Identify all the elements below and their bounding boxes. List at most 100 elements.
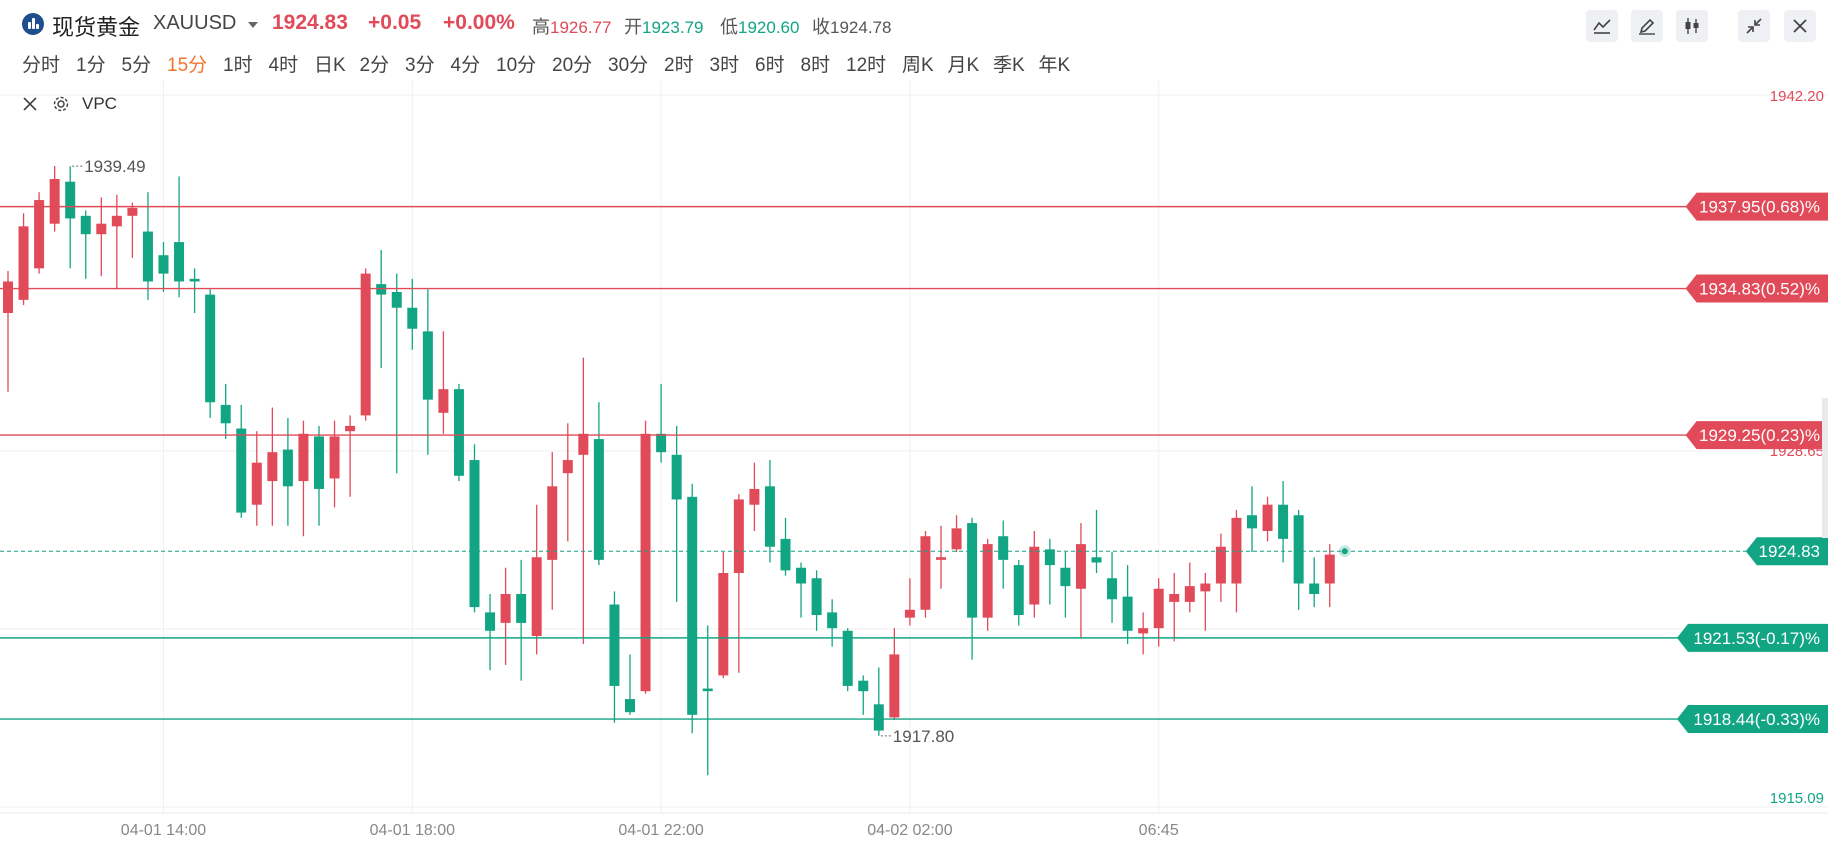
high-label: 高 xyxy=(532,17,550,37)
candle-body xyxy=(1169,594,1180,602)
candle-body xyxy=(189,278,200,282)
candle-body xyxy=(267,452,278,482)
period-tab-13[interactable]: 2时 xyxy=(664,55,694,76)
candle-body xyxy=(780,538,791,571)
high-value: 1926.77 xyxy=(550,18,612,37)
candle-body xyxy=(1293,515,1304,584)
period-tab-8[interactable]: 3分 xyxy=(405,55,435,76)
period-tab-12[interactable]: 30分 xyxy=(608,55,649,76)
candle-body xyxy=(18,226,29,300)
open-label: 开 xyxy=(624,17,642,37)
candle-style-button[interactable] xyxy=(1676,10,1708,42)
chevron-down-icon[interactable] xyxy=(248,22,258,28)
period-tab-6[interactable]: 日K xyxy=(314,55,346,76)
candle-body xyxy=(842,630,853,686)
price-line-label: 1921.53(-0.17)% xyxy=(1693,629,1820,648)
candle-body xyxy=(873,704,884,731)
candle-body xyxy=(1013,565,1024,616)
candle-body xyxy=(1215,546,1226,584)
period-tab-4[interactable]: 1时 xyxy=(223,55,253,76)
candle-body xyxy=(205,294,216,403)
candle-body xyxy=(796,567,807,584)
close-label: 收 xyxy=(812,17,830,37)
candle-body xyxy=(469,460,480,608)
candle-body xyxy=(96,223,107,235)
period-tab-20[interactable]: 季K xyxy=(993,55,1025,76)
candle-body xyxy=(407,307,418,329)
period-tab-2[interactable]: 5分 xyxy=(121,55,152,76)
remove-indicator-icon[interactable] xyxy=(22,96,38,112)
candle-body xyxy=(251,462,262,505)
candle-body xyxy=(1029,546,1040,605)
candle-body xyxy=(438,389,449,413)
period-tab-19[interactable]: 月K xyxy=(947,55,980,76)
period-tab-10[interactable]: 10分 xyxy=(496,55,537,76)
period-tab-0[interactable]: 分时 xyxy=(22,55,61,76)
candle-body xyxy=(1075,544,1086,589)
period-tab-3[interactable]: 15分 xyxy=(167,55,208,76)
candle-body xyxy=(34,200,45,269)
extreme-label: 1939.49 xyxy=(84,157,145,176)
candle-body xyxy=(858,680,869,692)
candle-body xyxy=(453,389,464,476)
chart-type-button[interactable] xyxy=(1586,10,1618,42)
period-tab-1[interactable]: 1分 xyxy=(76,55,106,76)
price-line-label-bg xyxy=(1685,421,1828,450)
candle-body xyxy=(982,544,993,618)
period-tab-17[interactable]: 12时 xyxy=(846,55,887,76)
period-tab-11[interactable]: 20分 xyxy=(552,55,593,76)
price-line-label: 1918.44(-0.33)% xyxy=(1693,710,1820,729)
exit-fullscreen-button[interactable] xyxy=(1738,10,1770,42)
price-line-label-bg xyxy=(1685,274,1828,303)
candle-body xyxy=(904,609,915,618)
candle-body xyxy=(500,594,511,623)
period-tab-15[interactable]: 6时 xyxy=(755,55,785,76)
candle-body xyxy=(1324,554,1335,584)
candle-body xyxy=(1044,549,1055,566)
candle-body xyxy=(345,425,356,432)
candle-body xyxy=(1122,596,1133,631)
price-line-label-bg xyxy=(1685,192,1828,221)
period-tab-9[interactable]: 4分 xyxy=(450,55,481,76)
candle-body xyxy=(1309,583,1320,595)
candle-body xyxy=(376,284,387,295)
side-panel-handle xyxy=(1822,398,1828,538)
line-chart-icon xyxy=(1593,19,1611,34)
period-tab-18[interactable]: 周K xyxy=(902,55,934,76)
x-tick-label: 06:45 xyxy=(1139,822,1179,839)
candle-body xyxy=(422,331,433,400)
period-tab-14[interactable]: 3时 xyxy=(709,55,740,76)
candle-body xyxy=(142,231,153,282)
x-tick-label: 04-02 02:00 xyxy=(867,822,953,839)
candle-body xyxy=(158,255,169,274)
candle-body xyxy=(733,499,744,573)
price-change-pct: +0.00% xyxy=(443,11,515,34)
open-stat: 开1923.79 xyxy=(624,13,703,39)
candle-body xyxy=(547,486,558,560)
candle-body xyxy=(920,536,931,610)
candle-body xyxy=(174,242,185,282)
price-line-label: 1937.95(0.68)% xyxy=(1699,198,1820,217)
period-tab-5[interactable]: 4时 xyxy=(268,55,299,76)
close-stat: 收1924.78 xyxy=(812,13,891,39)
price-line-label-bg xyxy=(1677,623,1828,652)
price-line-label-bg xyxy=(1677,705,1828,734)
period-tab-7[interactable]: 2分 xyxy=(359,55,390,76)
logo-icon xyxy=(22,13,44,35)
gear-icon[interactable] xyxy=(52,95,70,113)
candle-body xyxy=(220,404,231,424)
candle-body xyxy=(65,181,76,219)
close-button[interactable] xyxy=(1784,10,1816,42)
x-tick-label: 04-01 22:00 xyxy=(618,822,704,839)
instrument-name: 现货黄金 xyxy=(52,15,141,40)
candle-body xyxy=(127,207,138,216)
draw-tool-button[interactable] xyxy=(1631,10,1663,42)
collapse-icon xyxy=(1746,18,1762,34)
extreme-label: 1917.80 xyxy=(893,727,954,746)
candle-body xyxy=(967,523,978,618)
period-tab-21[interactable]: 年K xyxy=(1038,55,1071,76)
period-tab-16[interactable]: 8时 xyxy=(800,55,831,76)
instrument-symbol[interactable]: XAUUSD xyxy=(153,12,237,34)
pencil-icon xyxy=(1639,18,1655,35)
